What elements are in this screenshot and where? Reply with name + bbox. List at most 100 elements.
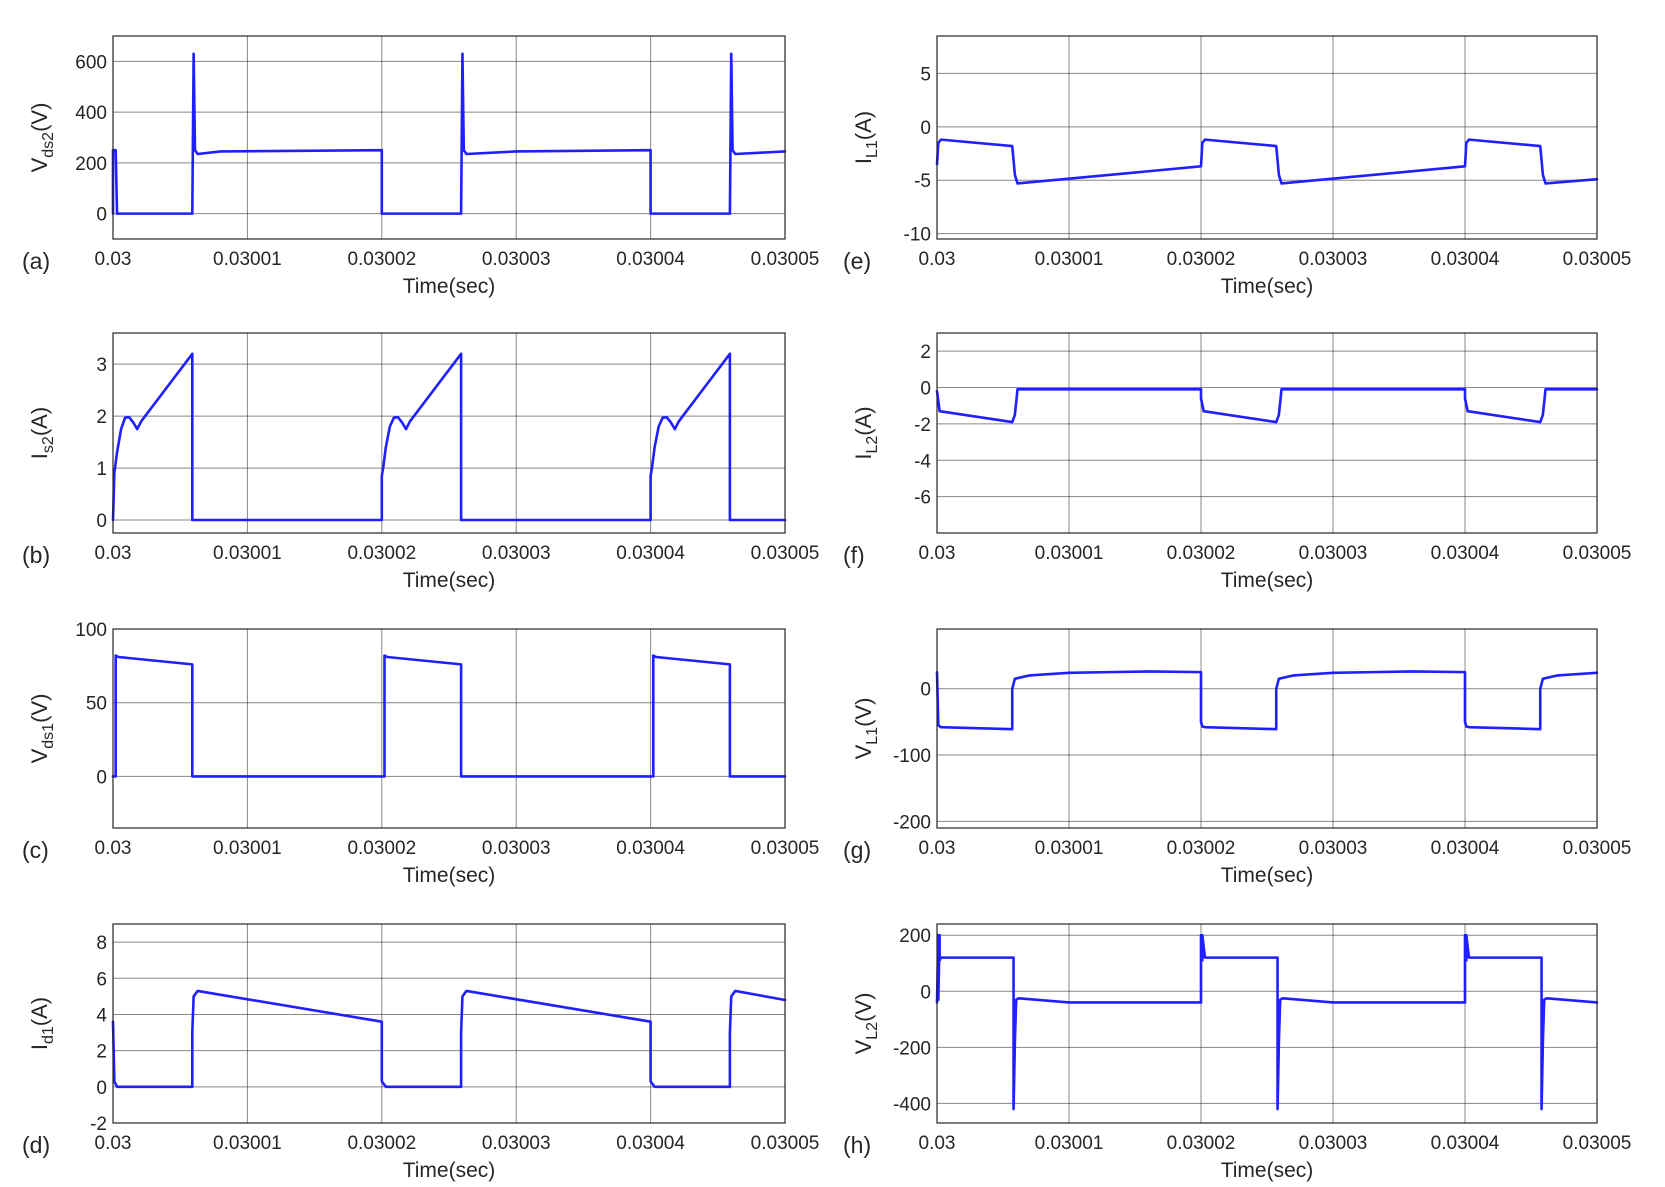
panel-e-trace bbox=[935, 138, 1599, 185]
panel-h-ytick-label-1: -200 bbox=[893, 1038, 931, 1059]
panel-f-xtick-label-1: 0.03001 bbox=[1035, 543, 1104, 564]
panel-f-ytick-label-4: 2 bbox=[920, 342, 931, 363]
panel-e-xtick-label-3: 0.03003 bbox=[1299, 249, 1368, 270]
panel-e-xtick-label-1: 0.03001 bbox=[1035, 249, 1104, 270]
panel-b: 0.03 0.03001 0.03002 0.03003 0.03004 0.03005 0… bbox=[22, 332, 820, 592]
panel-a-trace bbox=[111, 52, 787, 215]
panel-e-xtick-label-2: 0.03002 bbox=[1167, 249, 1236, 270]
panel-b-xtick-label-2: 0.03002 bbox=[347, 543, 416, 564]
panel-g-xlabel: Time(sec) bbox=[1221, 864, 1314, 887]
panel-d-label: (d) bbox=[22, 1132, 50, 1158]
panel-f-grid bbox=[936, 333, 1598, 533]
panel-c-ytick-label-2: 100 bbox=[75, 620, 107, 641]
panel-h-ylabel-main: V bbox=[851, 1039, 876, 1054]
panel-e-grid bbox=[936, 36, 1598, 239]
panel-b-ytick-label-0: 0 bbox=[96, 511, 107, 532]
panel-g-ticks: 0.03 0.03001 0.03002 0.03003 0.03004 0.03005 -… bbox=[893, 680, 1631, 859]
panel-a: 0.03 0.03001 0.03002 0.03003 0.03004 0.03005 0… bbox=[22, 35, 819, 298]
panel-f-xlabel: Time(sec) bbox=[1221, 569, 1314, 592]
panel-f-ylabel-main: I bbox=[851, 454, 876, 460]
panel-g-label: (g) bbox=[843, 837, 871, 863]
panel-h-grid bbox=[936, 924, 1598, 1123]
panel-h-trace bbox=[935, 933, 1599, 1111]
panel-b-frame bbox=[112, 332, 786, 534]
panel-g-ylabel-unit: (V) bbox=[851, 698, 876, 727]
panel-e-ylabel: IL1(A) bbox=[851, 111, 881, 164]
panel-b-xtick-label-3: 0.03003 bbox=[482, 543, 551, 564]
panel-a-grid bbox=[112, 36, 786, 239]
panel-b-ylabel-main: I bbox=[27, 453, 52, 459]
panel-d-ytick-label-4: 6 bbox=[96, 969, 107, 990]
panel-a-xtick-label-5: 0.03005 bbox=[751, 249, 820, 270]
panel-f-ylabel-sub: L2 bbox=[864, 436, 881, 454]
panel-d-ticks: 0.03 0.03001 0.03002 0.03003 0.03004 0.03005 -… bbox=[90, 933, 819, 1154]
panel-c-label: (c) bbox=[22, 837, 49, 863]
panel-b-ticks: 0.03 0.03001 0.03002 0.03003 0.03004 0.03005 0… bbox=[95, 355, 820, 564]
panel-d-frame bbox=[112, 923, 786, 1124]
panel-g-xtick-label-2: 0.03002 bbox=[1167, 838, 1236, 859]
panel-h-label: (h) bbox=[843, 1132, 871, 1158]
panel-e-ytick-label-0: -10 bbox=[904, 225, 931, 246]
panel-h: 0.03 0.03001 0.03002 0.03003 0.03004 0.03005 -… bbox=[843, 923, 1631, 1182]
panel-a-label: (a) bbox=[22, 248, 50, 274]
panel-a-xtick-label-4: 0.03004 bbox=[616, 249, 685, 270]
panel-b-grid bbox=[112, 333, 786, 533]
panel-a-ticks: 0.03 0.03001 0.03002 0.03003 0.03004 0.03005 0… bbox=[75, 52, 819, 270]
panel-b-xtick-label-1: 0.03001 bbox=[213, 543, 282, 564]
panel-h-ticks: 0.03 0.03001 0.03002 0.03003 0.03004 0.03005 -… bbox=[893, 926, 1631, 1154]
panel-d: 0.03 0.03001 0.03002 0.03003 0.03004 0.03005 -… bbox=[22, 923, 819, 1182]
panel-c-frame bbox=[112, 628, 786, 829]
panel-d-grid bbox=[112, 924, 786, 1124]
panel-f-xtick-label-4: 0.03004 bbox=[1431, 543, 1500, 564]
panel-e-xtick-label-0: 0.03 bbox=[919, 249, 956, 270]
panel-c-trace bbox=[111, 654, 787, 778]
panel-f-frame bbox=[936, 332, 1598, 534]
panel-f-trace bbox=[935, 388, 1599, 424]
panel-c-xtick-label-5: 0.03005 bbox=[751, 838, 820, 859]
panel-a-xlabel: Time(sec) bbox=[403, 275, 496, 298]
panel-f-ticks: 0.03 0.03001 0.03002 0.03003 0.03004 0.03005 -… bbox=[914, 342, 1631, 564]
panel-h-ytick-label-3: 200 bbox=[899, 926, 931, 947]
panel-a-xtick-label-1: 0.03001 bbox=[213, 249, 282, 270]
panel-b-xlabel: Time(sec) bbox=[403, 569, 496, 592]
panel-e-label: (e) bbox=[843, 248, 871, 274]
panel-c-ylabel-sub: ds1 bbox=[40, 723, 57, 749]
panel-h-ytick-label-0: -400 bbox=[893, 1094, 931, 1115]
panel-d-xtick-label-0: 0.03 bbox=[95, 1133, 132, 1154]
panel-b-label: (b) bbox=[22, 542, 50, 568]
panel-g-ylabel-sub: L1 bbox=[864, 727, 881, 745]
panel-e-xlabel: Time(sec) bbox=[1221, 275, 1314, 298]
panel-h-xtick-label-0: 0.03 bbox=[919, 1133, 956, 1154]
panel-c-ylabel-unit: (V) bbox=[27, 694, 52, 723]
panel-f: 0.03 0.03001 0.03002 0.03003 0.03004 0.03005 -… bbox=[843, 332, 1631, 592]
panel-f-ylabel-unit: (A) bbox=[851, 406, 876, 435]
panel-d-ylabel-main: I bbox=[27, 1044, 52, 1050]
panel-h-ylabel-sub: L2 bbox=[864, 1022, 881, 1040]
panel-c-xtick-label-1: 0.03001 bbox=[213, 838, 282, 859]
panel-b-xtick-label-0: 0.03 bbox=[95, 543, 132, 564]
panel-c-xlabel: Time(sec) bbox=[403, 864, 496, 887]
panel-a-ytick-label-0: 0 bbox=[96, 205, 107, 226]
panel-h-xtick-label-5: 0.03005 bbox=[1563, 1133, 1632, 1154]
panel-g-ylabel: VL1(V) bbox=[851, 698, 881, 760]
panel-d-ytick-label-5: 8 bbox=[96, 933, 107, 954]
panel-f-xtick-label-5: 0.03005 bbox=[1563, 543, 1632, 564]
panel-f-ytick-label-0: -6 bbox=[914, 488, 931, 509]
panel-d-ytick-label-1: 0 bbox=[96, 1078, 107, 1099]
panel-c: 0.03 0.03001 0.03002 0.03003 0.03004 0.03005 0… bbox=[22, 620, 819, 887]
panel-g-ytick-label-1: -100 bbox=[893, 746, 931, 767]
panel-e-xtick-label-5: 0.03005 bbox=[1563, 249, 1632, 270]
panel-e: 0.03 0.03001 0.03002 0.03003 0.03004 0.03005 -… bbox=[843, 35, 1632, 298]
panel-b-ytick-label-2: 2 bbox=[96, 407, 107, 428]
panel-c-ytick-label-0: 0 bbox=[96, 767, 107, 788]
panel-e-ytick-label-2: 0 bbox=[920, 118, 931, 139]
panel-f-ytick-label-1: -4 bbox=[914, 451, 931, 472]
panel-g-xtick-label-4: 0.03004 bbox=[1431, 838, 1500, 859]
panel-c-xtick-label-2: 0.03002 bbox=[347, 838, 416, 859]
panel-a-ylabel-sub: ds2 bbox=[40, 132, 57, 158]
panel-a-xtick-label-3: 0.03003 bbox=[482, 249, 551, 270]
panel-a-ytick-label-2: 400 bbox=[75, 103, 107, 124]
panel-d-trace bbox=[111, 989, 787, 1089]
panel-d-xlabel: Time(sec) bbox=[403, 1159, 496, 1182]
